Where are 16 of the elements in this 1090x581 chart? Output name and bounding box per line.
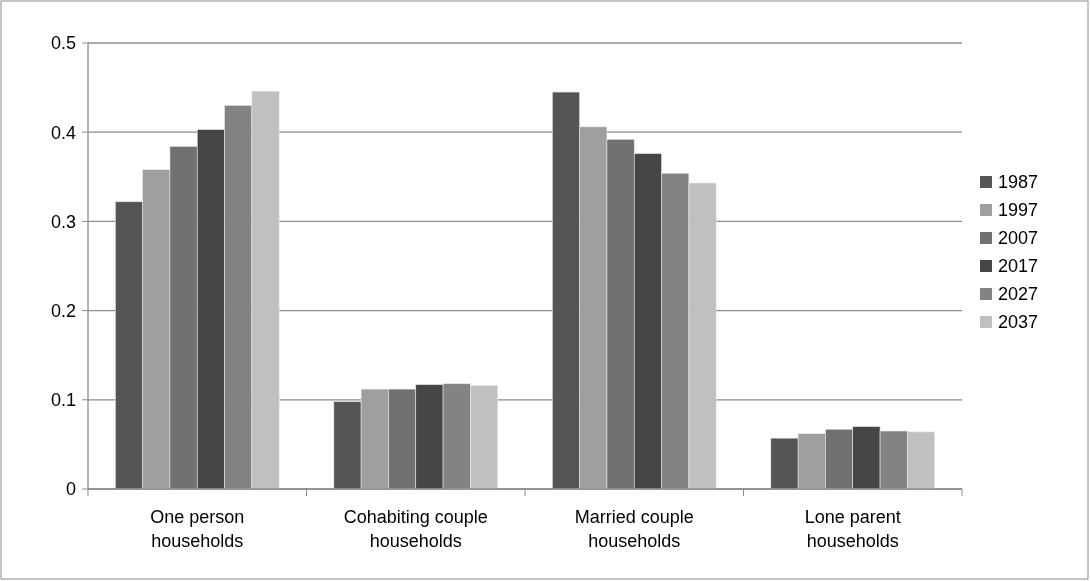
x-tick-label: Lone parent households bbox=[804, 507, 901, 551]
x-tick-label: Cohabiting couple households bbox=[343, 507, 488, 551]
y-tick-label: 0.5 bbox=[50, 33, 76, 54]
y-tick-label: 0.1 bbox=[50, 390, 76, 411]
x-tick-label: Married couple households bbox=[574, 507, 694, 551]
legend-label: 2007 bbox=[998, 228, 1039, 249]
legend-label: 2037 bbox=[998, 312, 1039, 333]
legend-label: 1997 bbox=[998, 200, 1039, 221]
legend-label: 2027 bbox=[998, 284, 1039, 305]
y-tick-label: 0.2 bbox=[50, 300, 76, 321]
legend-label: 2017 bbox=[998, 256, 1039, 277]
legend-label: 1987 bbox=[998, 172, 1039, 193]
y-tick-label: 0.3 bbox=[50, 211, 76, 232]
y-tick-label: 0.4 bbox=[50, 122, 76, 143]
x-tick-label: One person households bbox=[150, 507, 245, 551]
y-tick-label: 0 bbox=[65, 479, 76, 500]
